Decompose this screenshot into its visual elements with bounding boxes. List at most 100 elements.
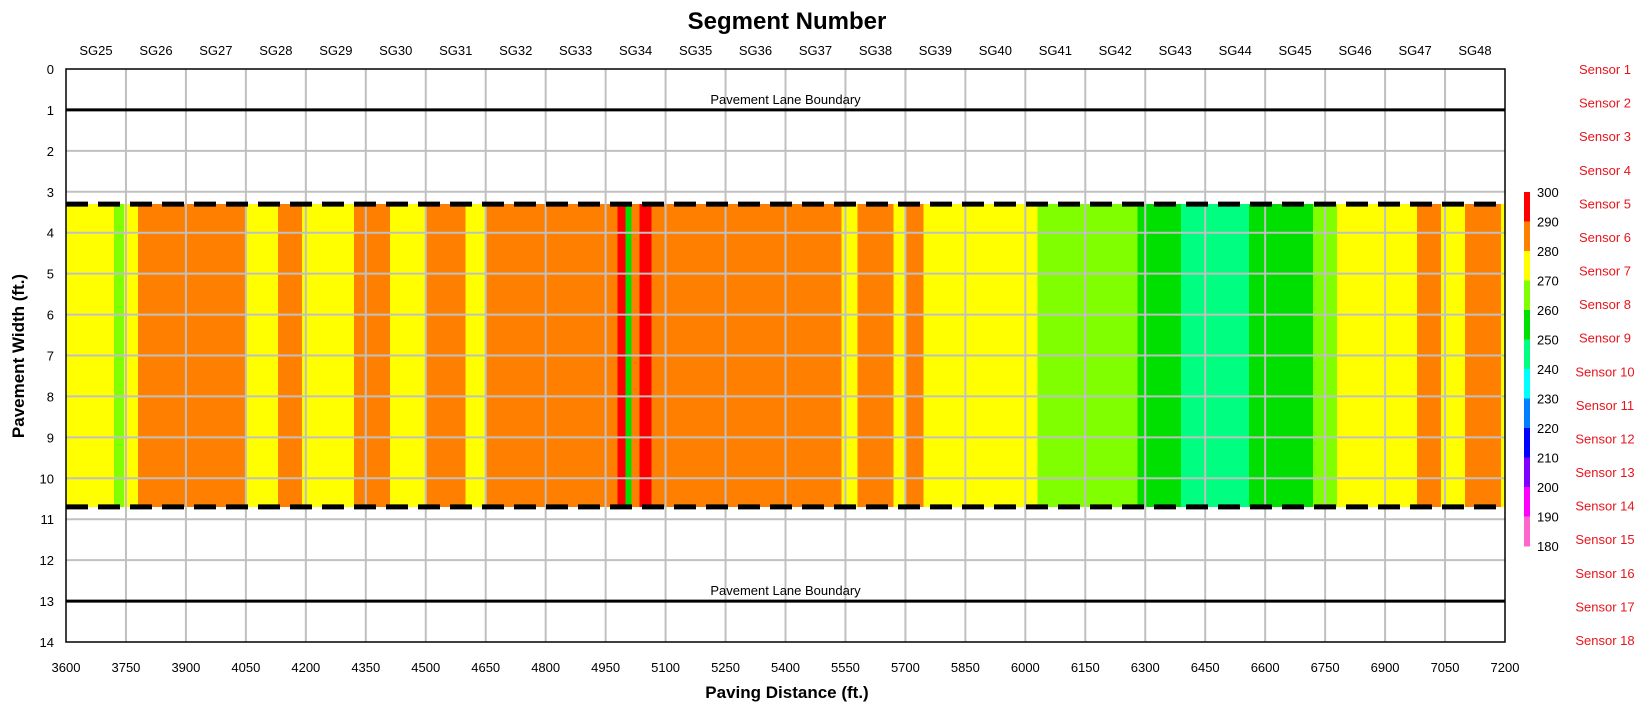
sensor-label: Sensor 11 — [1576, 398, 1634, 413]
segment-label: SG40 — [979, 43, 1012, 58]
color-scale-tick: 210 — [1537, 451, 1559, 466]
x-tick-label: 4500 — [411, 660, 440, 675]
segment-label: SG38 — [859, 43, 892, 58]
segment-label: SG39 — [919, 43, 952, 58]
x-tick-label: 3900 — [171, 660, 200, 675]
y-tick-label: 13 — [40, 594, 54, 609]
color-scale-tick: 280 — [1537, 244, 1559, 259]
segment-label: SG41 — [1039, 43, 1072, 58]
sensor-label: Sensor 17 — [1575, 599, 1634, 614]
segment-label: SG31 — [439, 43, 472, 58]
x-tick-label: 4950 — [591, 660, 620, 675]
segment-label: SG45 — [1279, 43, 1312, 58]
color-scale-swatch — [1524, 398, 1530, 429]
y-tick-label: 5 — [47, 267, 54, 282]
sensor-label: Sensor 13 — [1575, 465, 1634, 480]
x-tick-label: 5250 — [711, 660, 740, 675]
segment-label: SG32 — [499, 43, 532, 58]
segment-label: SG37 — [799, 43, 832, 58]
color-scale-swatch — [1524, 457, 1530, 488]
segment-label: SG48 — [1458, 43, 1491, 58]
color-scale-tick: 300 — [1537, 185, 1559, 200]
sensor-label: Sensor 8 — [1579, 297, 1631, 312]
sensor-label: Sensor 10 — [1575, 364, 1634, 379]
color-scale-tick: 180 — [1537, 539, 1559, 554]
x-tick-label: 4200 — [291, 660, 320, 675]
x-tick-label: 4050 — [231, 660, 260, 675]
segment-label: SG27 — [199, 43, 232, 58]
segment-label: SG35 — [679, 43, 712, 58]
y-tick-label: 11 — [41, 512, 55, 527]
grid-lines — [65, 68, 1506, 643]
segment-label: SG36 — [739, 43, 772, 58]
y-tick-label: 8 — [47, 389, 54, 404]
y-tick-label: 10 — [40, 471, 54, 486]
x-tick-label: 6600 — [1251, 660, 1280, 675]
color-scale-swatch — [1524, 428, 1530, 458]
color-scale-swatch — [1524, 192, 1530, 222]
color-scale-swatch — [1524, 251, 1530, 281]
color-scale-swatch — [1524, 516, 1530, 547]
y-tick-label: 2 — [47, 144, 54, 159]
color-scale-tick: 250 — [1537, 333, 1559, 348]
y-tick-label: 14 — [40, 635, 54, 650]
x-tick-label: 6900 — [1371, 660, 1400, 675]
x-tick-label: 5850 — [951, 660, 980, 675]
color-scale-tick: 220 — [1537, 421, 1559, 436]
color-scale-swatch — [1524, 339, 1530, 370]
sensor-label: Sensor 4 — [1579, 163, 1631, 178]
x-tick-label: 4350 — [351, 660, 380, 675]
sensor-label: Sensor 7 — [1579, 264, 1631, 279]
color-scale-tick: 240 — [1537, 362, 1559, 377]
segment-label: SG30 — [379, 43, 412, 58]
color-scale-swatch — [1524, 310, 1530, 340]
segment-label: SG43 — [1159, 43, 1192, 58]
color-scale: 300 290 280 270 260 250 240 230 220 210 200 190 180 — [1524, 185, 1559, 554]
segment-label: SG28 — [259, 43, 292, 58]
color-scale-tick: 230 — [1537, 392, 1559, 407]
x-tick-label: 4800 — [531, 660, 560, 675]
x-tick-label: 6000 — [1011, 660, 1040, 675]
chart-title: Segment Number — [688, 8, 887, 35]
y-axis-title: Pavement Width (ft.) — [9, 274, 28, 438]
sensor-label: Sensor 18 — [1575, 633, 1634, 648]
y-tick-label: 7 — [47, 349, 54, 364]
x-tick-label: 5400 — [771, 660, 800, 675]
sensor-label: Sensor 6 — [1579, 230, 1631, 245]
x-tick-label: 6300 — [1131, 660, 1160, 675]
segment-label: SG46 — [1338, 43, 1371, 58]
y-tick-label: 6 — [47, 308, 54, 323]
plot-frame — [65, 68, 1506, 643]
color-scale-tick: 270 — [1537, 274, 1559, 289]
sensor-label: Sensor 15 — [1575, 532, 1634, 547]
sensor-label: Sensor 5 — [1579, 196, 1631, 211]
color-scale-tick: 260 — [1537, 303, 1559, 318]
y-tick-label: 3 — [47, 185, 54, 200]
lane-boundaries: Pavement Lane Boundary Pavement Lane Boun… — [66, 92, 1505, 603]
x-axis-title: Paving Distance (ft.) — [705, 683, 868, 702]
sensor-labels: Sensor 1 Sensor 2 Sensor 3 Sensor 4 Sensor 5… — [1575, 62, 1634, 648]
color-scale-swatch — [1524, 487, 1530, 517]
segment-label: SG29 — [319, 43, 352, 58]
axis-ticks: 3600 3750 3900 4050 4200 4350 4500 4650 4800 4950… — [40, 43, 1520, 675]
sensor-label: Sensor 1 — [1579, 62, 1631, 77]
y-tick-label: 4 — [47, 226, 54, 241]
segment-label: SG33 — [559, 43, 592, 58]
color-scale-swatch — [1524, 369, 1530, 399]
segment-label: SG26 — [139, 43, 172, 58]
sensor-label: Sensor 12 — [1575, 431, 1634, 446]
sensor-label: Sensor 14 — [1575, 499, 1634, 514]
x-tick-label: 4650 — [471, 660, 500, 675]
segment-label: SG42 — [1099, 43, 1132, 58]
segment-label: SG34 — [619, 43, 652, 58]
color-scale-tick: 200 — [1537, 480, 1559, 495]
x-tick-label: 6150 — [1071, 660, 1100, 675]
color-scale-tick: 190 — [1537, 510, 1559, 525]
y-tick-label: 9 — [47, 430, 54, 445]
segment-label: SG47 — [1398, 43, 1431, 58]
color-scale-swatch — [1524, 280, 1530, 311]
x-tick-label: 3750 — [111, 660, 140, 675]
sensor-label: Sensor 2 — [1579, 96, 1631, 111]
y-tick-label: 1 — [47, 103, 54, 118]
